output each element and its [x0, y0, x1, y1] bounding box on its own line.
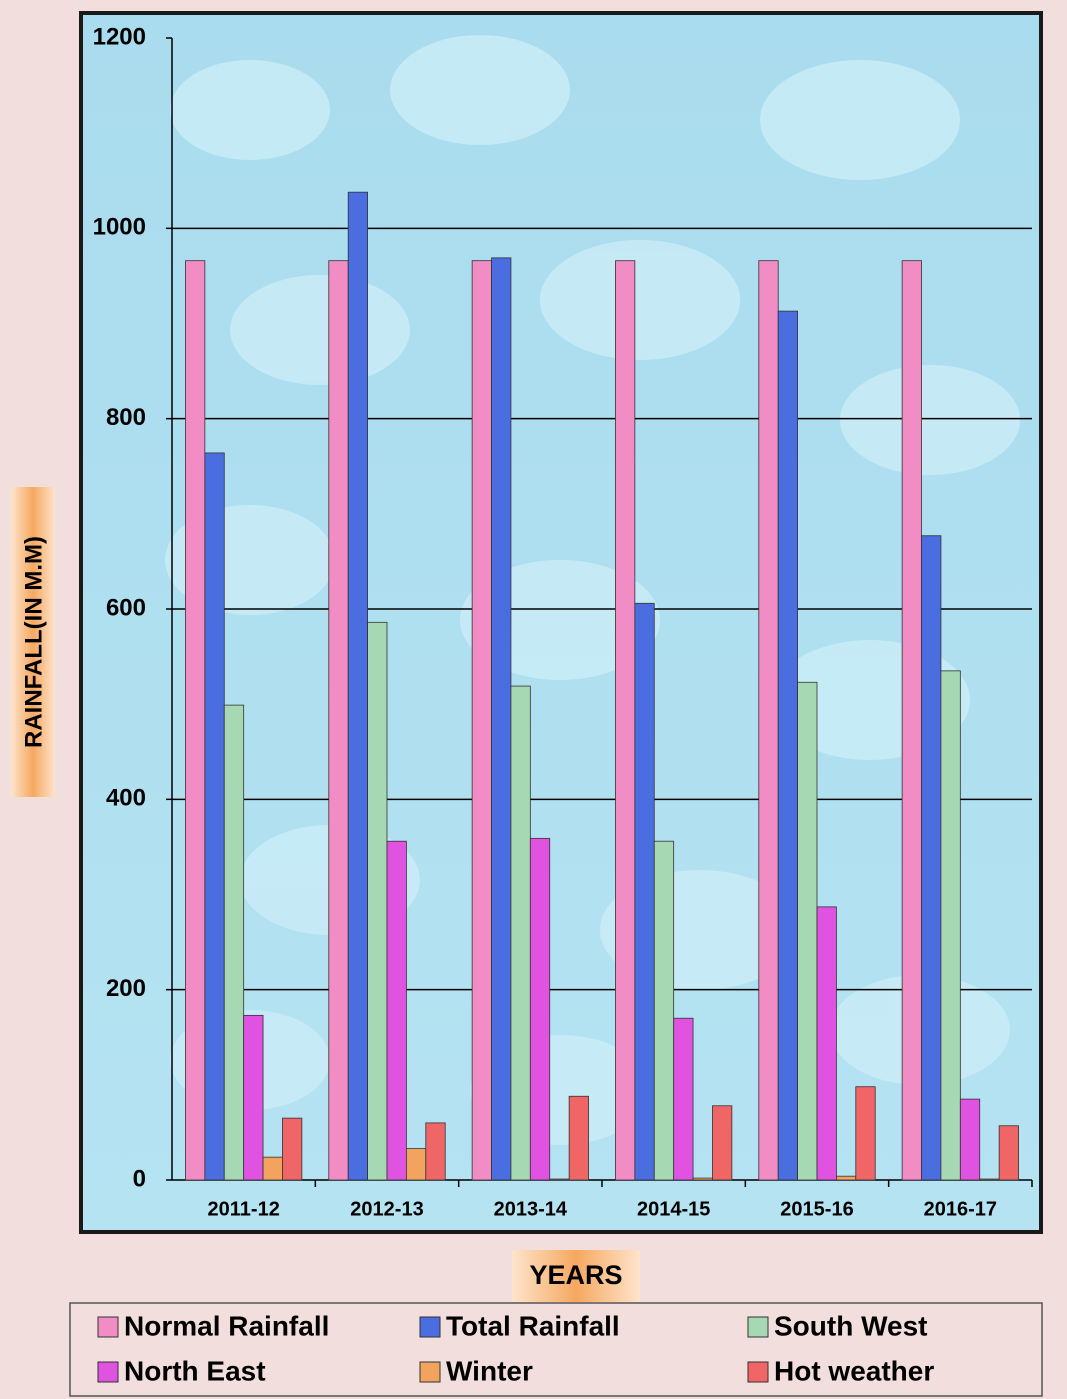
- x-tick-label: 2014-15: [637, 1198, 710, 1220]
- bar: [185, 260, 206, 1181]
- bar: [712, 1105, 733, 1181]
- bar: [347, 191, 369, 1181]
- y-tick-label: 1000: [93, 214, 146, 241]
- x-tick-label: 2012-13: [350, 1198, 423, 1220]
- bar: [998, 1125, 1019, 1181]
- bar: [653, 840, 675, 1181]
- y-tick-label: 800: [106, 404, 146, 431]
- bar: [367, 621, 388, 1181]
- y-axis-title-box: [11, 487, 55, 797]
- y-tick-label: 1200: [93, 23, 146, 50]
- legend-swatch: [97, 1361, 119, 1383]
- bar: [386, 840, 407, 1181]
- y-tick-label: 0: [133, 1165, 146, 1192]
- bar: [979, 1178, 1000, 1181]
- bar: [816, 906, 837, 1181]
- bar: [758, 260, 779, 1181]
- bar: [901, 260, 922, 1181]
- bar: [328, 260, 349, 1181]
- y-axis-title-group: RAINFALL(IN M.M): [11, 487, 55, 797]
- bar: [959, 1098, 981, 1181]
- y-tick-label: 600: [106, 594, 146, 621]
- x-tick-label: 2015-16: [780, 1198, 853, 1220]
- x-tick-label: 2011-12: [208, 1198, 280, 1220]
- legend-label: Hot weather: [774, 1355, 934, 1386]
- bar: [204, 452, 225, 1181]
- y-axis-title: RAINFALL(IN M.M): [20, 536, 47, 748]
- legend-label: Winter: [446, 1355, 533, 1386]
- legend-label: Normal Rainfall: [124, 1310, 329, 1341]
- y-tick-label: 200: [106, 975, 146, 1002]
- x-tick-label: 2013-14: [494, 1198, 568, 1220]
- bar: [673, 1017, 694, 1181]
- legend-swatch: [747, 1316, 769, 1338]
- legend-label: Total Rainfall: [446, 1310, 620, 1341]
- legend-swatch: [97, 1316, 119, 1338]
- x-axis-title: YEARS: [529, 1260, 622, 1290]
- bar: [940, 670, 961, 1181]
- bar: [243, 1014, 264, 1181]
- y-tick-label: 400: [106, 785, 146, 812]
- bar: [529, 837, 551, 1181]
- bar: [223, 704, 245, 1181]
- bar: [777, 310, 799, 1181]
- legend-swatch: [419, 1316, 441, 1338]
- bar: [921, 535, 942, 1181]
- legend-label: South West: [774, 1310, 927, 1341]
- bar: [797, 681, 818, 1181]
- bar: [262, 1156, 283, 1181]
- legend: [69, 1302, 1043, 1397]
- bar: [425, 1122, 446, 1181]
- bar: [510, 685, 531, 1181]
- bar: [836, 1175, 857, 1181]
- bar: [855, 1086, 876, 1181]
- legend-label: North East: [124, 1355, 266, 1386]
- legend-swatch: [747, 1361, 769, 1383]
- x-axis-title-box: [512, 1250, 640, 1302]
- bar: [568, 1095, 589, 1181]
- legend-swatch: [419, 1361, 441, 1383]
- bar: [282, 1117, 303, 1181]
- bar: [549, 1178, 570, 1181]
- bar: [491, 257, 512, 1181]
- bar: [615, 260, 636, 1181]
- bar: [405, 1148, 427, 1181]
- x-tick-label: 2016-17: [924, 1198, 997, 1220]
- bar: [471, 260, 492, 1181]
- bar: [692, 1177, 713, 1181]
- bar: [634, 602, 655, 1181]
